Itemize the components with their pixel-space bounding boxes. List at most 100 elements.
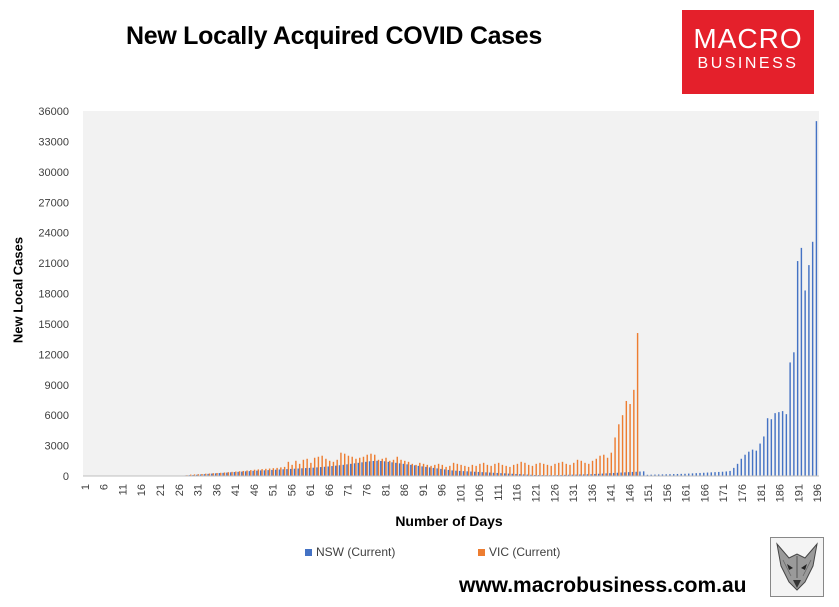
bar-vic bbox=[310, 462, 312, 476]
bar-vic bbox=[516, 463, 519, 476]
bar-vic bbox=[261, 469, 263, 476]
x-tick-label: 71 bbox=[343, 484, 355, 496]
bar-nsw bbox=[496, 472, 498, 476]
y-tick-label: 15000 bbox=[38, 319, 69, 331]
bar-vic bbox=[561, 461, 564, 476]
bar-nsw bbox=[214, 473, 217, 476]
bar-vic bbox=[554, 463, 556, 476]
bar-vic bbox=[276, 467, 278, 476]
bar-vic bbox=[497, 462, 500, 476]
x-tick-label: 6 bbox=[99, 484, 111, 490]
bar-vic bbox=[208, 473, 211, 476]
x-tick-label: 116 bbox=[512, 484, 524, 502]
y-tick-label: 18000 bbox=[38, 289, 69, 301]
x-tick-label: 141 bbox=[606, 484, 618, 502]
bar-nsw bbox=[413, 465, 416, 476]
bar-vic bbox=[558, 462, 560, 476]
bar-nsw bbox=[785, 414, 788, 476]
fox-head-icon-drawing bbox=[776, 542, 818, 591]
bar-vic bbox=[227, 472, 229, 476]
bar-nsw bbox=[207, 473, 209, 476]
bar-vic bbox=[343, 453, 346, 476]
bar-nsw bbox=[597, 473, 600, 476]
bar-nsw bbox=[770, 419, 773, 476]
bar-nsw bbox=[500, 473, 502, 476]
bar-vic bbox=[441, 464, 444, 476]
bar-nsw bbox=[372, 460, 375, 476]
bar-vic bbox=[389, 460, 391, 476]
bar-vic bbox=[396, 456, 398, 476]
bar-vic bbox=[238, 471, 241, 476]
bar-nsw bbox=[781, 411, 784, 476]
bar-nsw bbox=[196, 474, 198, 476]
bar-nsw bbox=[526, 474, 528, 476]
bar-nsw bbox=[274, 469, 277, 476]
bar-nsw bbox=[244, 471, 247, 476]
bar-vic bbox=[479, 463, 481, 476]
bar-nsw bbox=[665, 474, 667, 476]
bar-vic bbox=[467, 466, 470, 477]
bar-vic bbox=[216, 472, 218, 476]
bar-nsw bbox=[778, 412, 780, 477]
bar-nsw bbox=[522, 474, 525, 476]
bar-vic bbox=[464, 465, 466, 476]
bar-nsw bbox=[485, 472, 487, 476]
bar-nsw bbox=[229, 472, 232, 476]
bar-nsw bbox=[305, 468, 307, 476]
y-tick-label: 12000 bbox=[38, 349, 69, 361]
y-axis-ticks: 0 3000 6000 9000 12000 15000 18000 21000 24000 27… bbox=[38, 106, 69, 483]
bar-vic bbox=[509, 466, 511, 477]
bar-nsw bbox=[575, 474, 577, 476]
bar-vic bbox=[625, 400, 628, 476]
bar-nsw bbox=[744, 454, 746, 476]
bar-nsw bbox=[766, 418, 769, 476]
bar-nsw bbox=[567, 474, 570, 476]
bar-vic bbox=[599, 455, 601, 476]
y-tick-label: 6000 bbox=[45, 410, 69, 422]
bar-vic bbox=[486, 464, 489, 476]
x-tick-label: 66 bbox=[324, 484, 336, 496]
bar-vic bbox=[272, 468, 275, 476]
x-axis-label: Number of Days bbox=[395, 513, 503, 529]
bar-nsw bbox=[477, 471, 480, 476]
bar-vic bbox=[576, 459, 579, 476]
bar-nsw bbox=[582, 474, 585, 476]
bar-nsw bbox=[455, 470, 457, 476]
bar-nsw bbox=[733, 467, 735, 476]
legend: NSW (Current) VIC (Current) bbox=[0, 545, 839, 563]
bar-vic bbox=[321, 455, 323, 476]
bar-nsw bbox=[815, 121, 818, 476]
bar-vic bbox=[636, 333, 639, 476]
bar-vic bbox=[302, 459, 305, 476]
bar-nsw bbox=[789, 362, 791, 476]
bar-nsw bbox=[804, 290, 806, 476]
bar-nsw bbox=[699, 472, 701, 476]
bar-nsw bbox=[353, 463, 356, 476]
bar-vic bbox=[584, 462, 586, 476]
bar-nsw bbox=[631, 471, 634, 476]
bar-nsw bbox=[203, 474, 206, 476]
y-tick-label: 30000 bbox=[38, 167, 69, 179]
bar-nsw bbox=[293, 468, 296, 476]
bar-nsw bbox=[346, 464, 348, 476]
bar-vic bbox=[404, 460, 406, 476]
bar-vic bbox=[426, 464, 429, 476]
bar-nsw bbox=[481, 472, 483, 476]
bar-vic bbox=[336, 459, 338, 476]
bar-nsw bbox=[571, 474, 574, 476]
bar-vic bbox=[190, 474, 192, 476]
x-tick-label: 196 bbox=[812, 484, 824, 502]
bar-nsw bbox=[425, 466, 427, 477]
x-tick-label: 11 bbox=[117, 484, 129, 495]
bar-vic bbox=[257, 469, 260, 476]
bar-vic bbox=[231, 471, 233, 476]
bars bbox=[154, 121, 818, 477]
y-tick-label: 27000 bbox=[38, 197, 69, 209]
bar-vic bbox=[407, 461, 410, 476]
x-tick-label: 166 bbox=[699, 484, 711, 502]
bar-vic bbox=[370, 453, 372, 476]
bar-vic bbox=[298, 463, 301, 476]
y-tick-label: 24000 bbox=[38, 228, 69, 240]
bar-nsw bbox=[289, 468, 292, 476]
x-tick-label: 191 bbox=[793, 484, 805, 502]
